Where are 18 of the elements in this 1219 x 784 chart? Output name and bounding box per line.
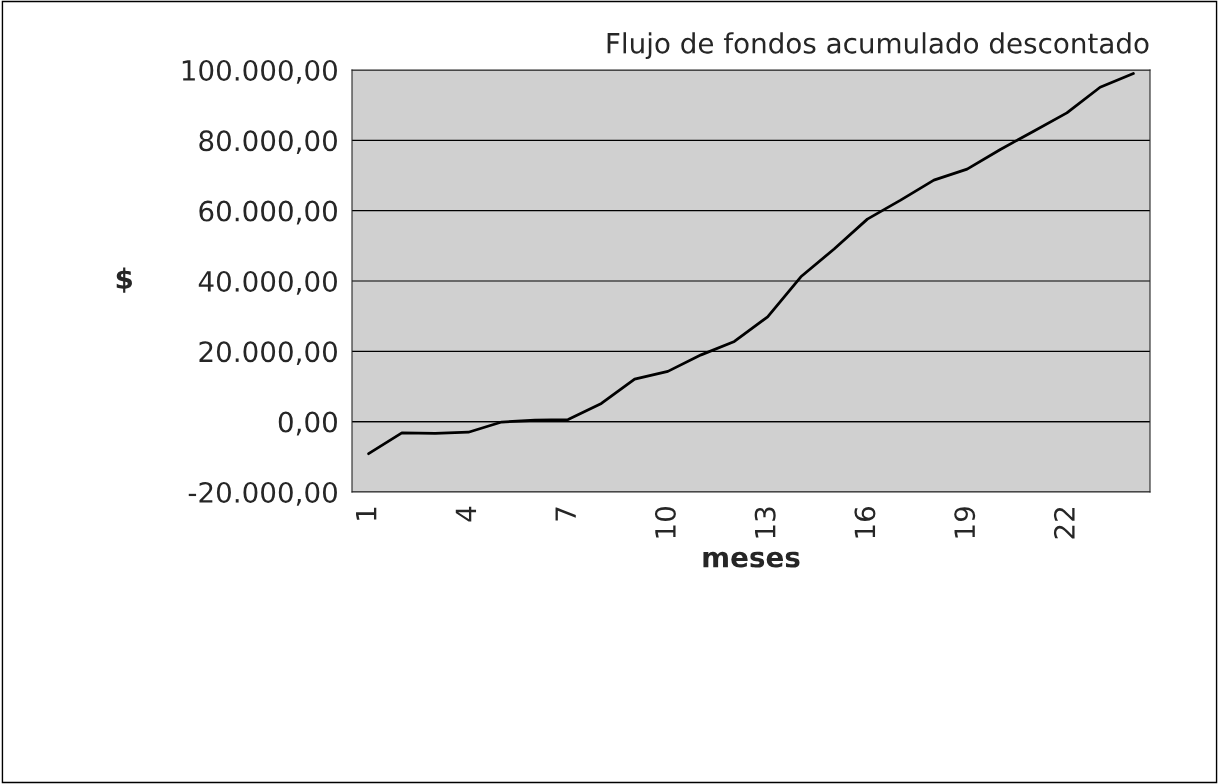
y-tick-label: 40.000,00 (198, 270, 337, 295)
x-tick-label: 19 (954, 507, 976, 538)
x-tick-label: 13 (754, 507, 776, 538)
y-tick-label: 100.000,00 (182, 59, 337, 84)
y-tick-label: -20.000,00 (188, 481, 337, 506)
y-axis-title: $ (116, 267, 132, 293)
chart-title: Flujo de fondos acumulado descontado (607, 32, 1149, 60)
x-tick-label: 1 (356, 507, 377, 520)
x-tick-label: 16 (854, 506, 876, 538)
y-tick-label: 80.000,00 (199, 130, 337, 155)
x-tick-label: 22 (1053, 507, 1075, 539)
y-tick-label: 20.000,00 (199, 341, 337, 366)
x-tick-label: 4 (455, 506, 477, 522)
x-axis-title: meses (703, 551, 800, 568)
x-tick-label: 7 (555, 507, 576, 521)
x-tick-label: 10 (654, 507, 676, 538)
y-tick-label: 60.000,00 (199, 200, 337, 225)
y-tick-label: 0,00 (278, 411, 337, 436)
